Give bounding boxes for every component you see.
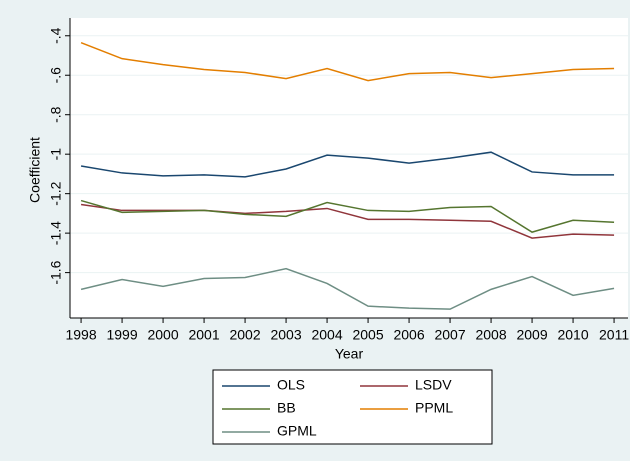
y-tick-label: -1.6 [48, 260, 64, 284]
x-tick-label: 2000 [147, 327, 178, 343]
x-tick-label: 1999 [106, 327, 137, 343]
x-tick-label: 2006 [393, 327, 424, 343]
y-tick-label: -.6 [48, 67, 64, 84]
x-tick-label: 2002 [229, 327, 260, 343]
plot-area [70, 18, 628, 318]
x-tick-label: 2004 [311, 327, 342, 343]
y-tick-label: -.8 [48, 106, 64, 123]
y-tick-label: -1 [48, 148, 64, 161]
y-tick-label: -.4 [48, 27, 64, 44]
x-tick-label: 2001 [188, 327, 219, 343]
y-tick-label: -1.2 [48, 181, 64, 205]
series-line [80, 41, 615, 82]
y-axis-label: Coefficient [27, 137, 43, 203]
series-line [80, 203, 615, 239]
x-tick-label: 2008 [475, 327, 506, 343]
x-tick-label: 2007 [434, 327, 465, 343]
legend-label: LSDV [415, 377, 452, 393]
x-tick-label: 2005 [352, 327, 383, 343]
x-tick-label: 2003 [270, 327, 301, 343]
series-line [80, 267, 615, 310]
legend-label: OLS [277, 377, 305, 393]
x-tick-label: 2009 [516, 327, 547, 343]
x-tick-label: 2010 [557, 327, 588, 343]
x-axis-label: Year [335, 346, 364, 362]
x-tick-label: 1998 [65, 327, 96, 343]
y-tick-label: -1.4 [48, 221, 64, 245]
legend-label: BB [277, 400, 296, 416]
series-line [80, 151, 615, 178]
legend-label: PPML [415, 400, 453, 416]
x-tick-label: 2011 [599, 327, 629, 343]
series-line [80, 199, 615, 233]
legend-label: GPML [277, 423, 317, 439]
